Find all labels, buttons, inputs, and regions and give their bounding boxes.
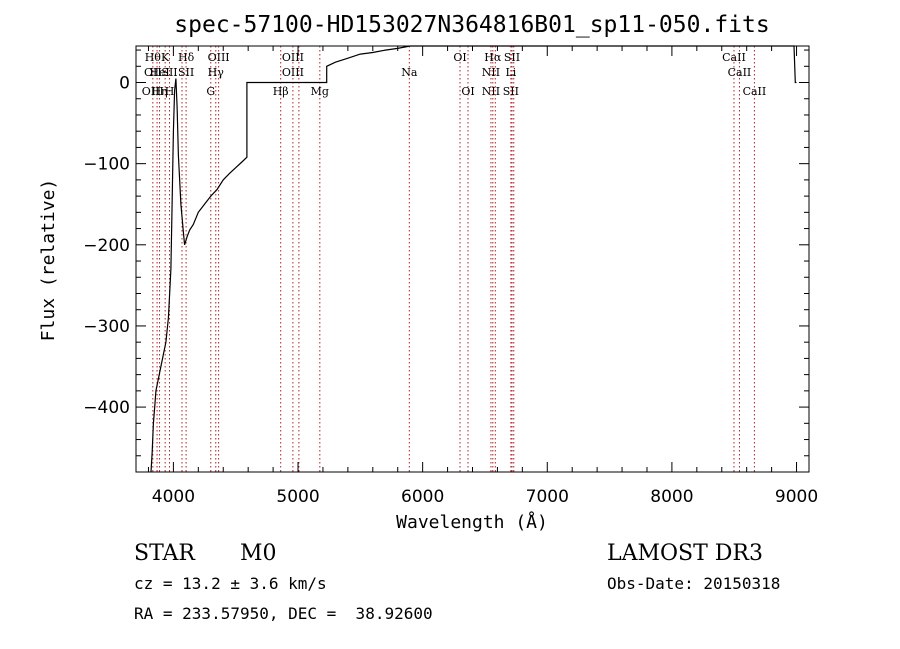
line-label: Hβ	[273, 85, 289, 98]
x-tick-label: 9000	[775, 487, 818, 507]
line-label: OI	[461, 85, 474, 98]
line-label: Li	[505, 66, 516, 79]
y-tick-label: −400	[83, 398, 130, 418]
line-label: OIII	[208, 51, 230, 64]
x-tick-label: 8000	[650, 487, 693, 507]
emission-line-markers	[152, 46, 755, 472]
series-line-0	[150, 45, 797, 473]
observation-date: Obs-Date: 20150318	[607, 574, 780, 593]
line-label: SII	[503, 85, 519, 98]
subclass: M0	[240, 541, 277, 566]
line-label: Mg	[311, 85, 329, 98]
line-label: SII	[161, 66, 177, 79]
line-label: OIII	[142, 85, 164, 98]
x-tick-label: 7000	[526, 487, 569, 507]
x-tick-label: 6000	[401, 487, 444, 507]
chart-title: spec-57100-HD153027N364816B01_sp11-050.f…	[174, 12, 769, 38]
flux-series	[150, 45, 797, 473]
redshift-velocity: cz = 13.2 ± 3.6 km/s	[134, 574, 327, 593]
line-label: SII	[178, 66, 194, 79]
line-label: Hγ	[208, 66, 225, 79]
line-label: G	[206, 85, 215, 98]
plot-frame	[135, 45, 810, 473]
line-label: NII	[482, 66, 500, 79]
y-tick-label: −100	[83, 155, 130, 175]
y-axis-label: Flux (relative)	[38, 179, 59, 342]
x-tick-label: 4000	[152, 487, 195, 507]
x-axis-label: Wavelength (Å)	[396, 511, 548, 533]
line-label: Na	[401, 66, 418, 79]
y-tick-label: −300	[83, 317, 130, 337]
line-label: OI	[453, 51, 466, 64]
line-label: CaII	[728, 66, 752, 79]
x-tick-label: 5000	[276, 487, 319, 507]
survey-name: LAMOST DR3	[607, 541, 763, 566]
line-label: NII	[482, 85, 500, 98]
line-label: OII	[144, 66, 162, 79]
y-axis: 0 −100 −200 −300 −400	[83, 49, 809, 457]
line-label: OIII	[282, 51, 304, 64]
line-label: Hη	[151, 85, 167, 98]
line-label: Hα	[484, 51, 502, 64]
y-tick-label: −200	[83, 236, 130, 256]
y-tick-label: 0	[119, 74, 130, 94]
object-class: STAR	[134, 541, 196, 566]
line-label: K	[161, 51, 170, 64]
line-label: SII	[504, 51, 520, 64]
line-label: H	[165, 85, 175, 98]
line-label: CaII	[743, 85, 767, 98]
line-label: HeI	[149, 66, 169, 79]
line-label: Hδ	[178, 51, 195, 64]
emission-line-labels: HθOIIOIIIHeIHηKSIIHHδSIIGHγOIIIHβOIIIOII…	[142, 51, 766, 98]
coordinates: RA = 233.57950, DEC = 38.92600	[134, 604, 433, 623]
line-label: CaII	[722, 51, 746, 64]
x-axis: 4000 5000 6000 7000 8000 9000	[147, 46, 818, 507]
line-label: OIII	[282, 66, 304, 79]
line-label: Hθ	[145, 51, 162, 64]
